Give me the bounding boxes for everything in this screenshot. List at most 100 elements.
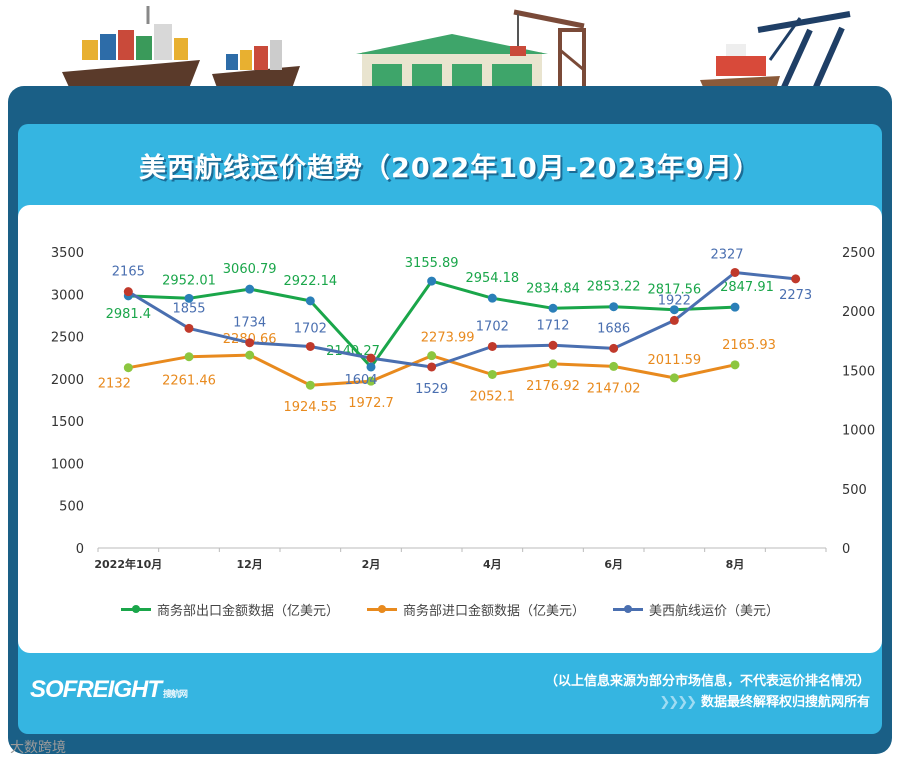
data-label: 2273 [779, 288, 812, 303]
data-label: 1924.55 [283, 400, 337, 415]
harbor-crane-icon [510, 9, 586, 98]
data-point [305, 380, 315, 390]
data-point [487, 293, 497, 303]
x-axis-tick-label: 8月 [726, 558, 745, 571]
data-label: 3155.89 [405, 256, 459, 271]
watermark: 大数跨境 [10, 740, 66, 756]
data-label: 1855 [172, 301, 205, 316]
data-label: 2834.84 [526, 281, 580, 296]
right-axis-tick-label: 2000 [842, 305, 875, 320]
brand-logo-text: SOFREIGHT [30, 676, 162, 703]
data-point [427, 362, 437, 372]
data-label: 2140.27 [326, 344, 380, 359]
data-point [548, 303, 558, 313]
chart-panel [18, 205, 882, 653]
brand-logo: SOFREIGHT 搜航网 [30, 676, 188, 704]
source-note: （以上信息来源为部分市场信息，不代表运价排名情况） [544, 674, 870, 689]
data-label: 1702 [476, 319, 509, 334]
data-label: 2052.1 [470, 389, 516, 404]
legend-export-swatch [120, 605, 151, 613]
x-axis-tick-label: 6月 [604, 558, 623, 571]
x-axis-tick-label: 12月 [237, 558, 263, 571]
data-label: 2261.46 [162, 374, 216, 389]
data-label: 2147.02 [587, 381, 641, 396]
data-point [791, 274, 801, 284]
right-axis-tick-label: 1000 [842, 424, 875, 439]
data-point [245, 284, 255, 294]
data-point [366, 376, 376, 386]
legend-import-swatch [366, 605, 397, 613]
data-point [245, 350, 255, 360]
left-axis-tick-label: 2000 [51, 373, 84, 388]
legend-freight-label: 美西航线运价（美元） [649, 604, 780, 619]
data-point [548, 359, 558, 369]
data-label: 2847.91 [720, 280, 774, 295]
data-point [427, 276, 437, 286]
right-axis-tick-label: 0 [842, 542, 850, 557]
data-label: 1604 [344, 373, 377, 388]
data-point [487, 341, 497, 351]
left-axis-tick-label: 3500 [51, 246, 84, 261]
data-point [123, 287, 133, 297]
data-label: 2981.4 [106, 307, 152, 322]
left-axis-tick-label: 1000 [51, 457, 84, 472]
legend-export-label: 商务部出口金额数据（亿美元） [156, 604, 339, 619]
data-label: 2273.99 [421, 331, 475, 346]
rights-note-text: 数据最终解释权归搜航网所有 [700, 695, 870, 710]
data-point [366, 362, 376, 372]
data-point [427, 351, 437, 361]
left-axis-tick-label: 2500 [51, 331, 84, 346]
arrows-icon: ❯❯❯❯ [659, 695, 697, 710]
data-point [609, 343, 619, 353]
data-label: 2327 [710, 247, 743, 262]
data-point [184, 352, 194, 362]
data-label: 1922 [658, 293, 691, 308]
left-axis-tick-label: 500 [59, 500, 84, 515]
data-label: 1702 [294, 321, 327, 336]
data-label: 2165 [112, 265, 145, 280]
data-label: 1972.7 [348, 396, 394, 411]
data-label: 2011.59 [647, 353, 701, 368]
data-label: 2952.01 [162, 273, 216, 288]
data-label: 2165.93 [722, 338, 776, 353]
x-axis-tick-label: 2月 [362, 558, 381, 571]
data-point [669, 305, 679, 315]
data-label: 1529 [415, 382, 448, 397]
data-point [305, 296, 315, 306]
data-point [548, 340, 558, 350]
legend-freight-swatch [613, 605, 643, 613]
series-line-2 [127, 271, 796, 369]
data-point [184, 293, 194, 303]
data-point [730, 302, 740, 312]
cargo-ship-icon [62, 6, 200, 98]
data-label: 2817.56 [647, 283, 701, 298]
right-axis-tick-label: 2500 [842, 246, 875, 261]
data-label: 2176.92 [526, 379, 580, 394]
brand-logo-sub: 搜航网 [163, 689, 188, 699]
right-axis-tick-label: 1500 [842, 364, 875, 379]
data-label: 1734 [233, 316, 266, 331]
right-axis-tick-label: 500 [842, 483, 867, 498]
data-point [730, 360, 740, 370]
x-axis-tick-label: 2022年10月 [94, 557, 162, 571]
left-axis-tick-label: 3000 [51, 288, 84, 303]
data-point [669, 373, 679, 383]
data-point [609, 302, 619, 312]
data-point [487, 369, 497, 379]
page-title: 美西航线运价趋势（2022年10月-2023年9月） [139, 153, 761, 184]
data-point [123, 363, 133, 373]
data-point [305, 341, 315, 351]
chart-legend: 商务部出口金额数据（亿美元） 商务部进口金额数据（亿美元） 美西航线运价（美元） [18, 600, 882, 619]
data-label: 1712 [536, 318, 569, 333]
data-point [730, 267, 740, 277]
left-axis-tick-label: 1500 [51, 415, 84, 430]
legend-item-import: 商务部进口金额数据（亿美元） [366, 600, 585, 619]
data-label: 2132 [98, 377, 131, 392]
x-axis-tick-label: 4月 [483, 558, 502, 571]
data-label: 2922.14 [283, 274, 337, 289]
data-point [669, 315, 679, 325]
data-label: 3060.79 [223, 262, 277, 277]
data-point [245, 338, 255, 348]
data-label: 2853.22 [587, 280, 641, 295]
data-label: 1686 [597, 321, 630, 336]
